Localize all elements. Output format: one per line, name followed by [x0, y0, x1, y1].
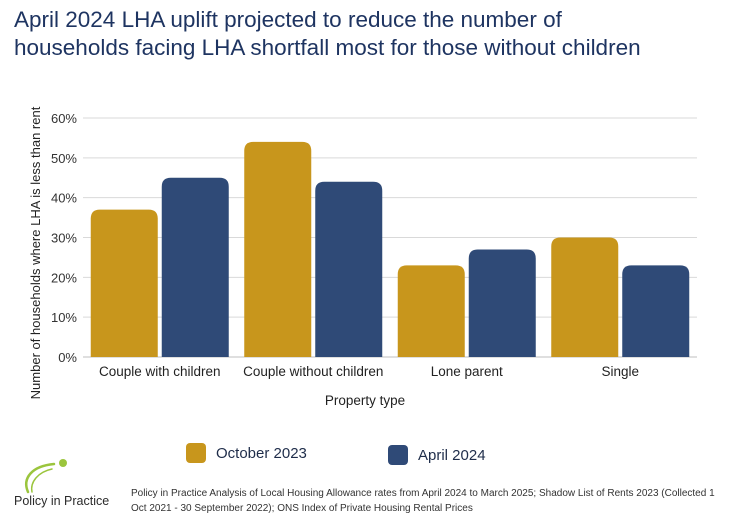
legend-item-october-2023: October 2023 [186, 443, 307, 463]
y-tick-label: 30% [51, 231, 77, 246]
source-note: Policy in Practice Analysis of Local Hou… [131, 488, 715, 514]
legend-item-april-2024: April 2024 [388, 445, 486, 465]
legend-label-april-2024: April 2024 [418, 446, 486, 464]
legend-swatch-october-2023 [186, 443, 206, 463]
legend-label-october-2023: October 2023 [216, 444, 307, 462]
y-tick-label: 20% [51, 270, 77, 285]
bar-april-2024-couple-with-children [161, 177, 229, 357]
y-tick-label: 0% [58, 350, 77, 365]
bar-october-2023-lone-parent [397, 265, 465, 357]
x-tick-label: Lone parent [431, 364, 503, 379]
y-axis-title: Number of households where LHA is less t… [28, 106, 43, 399]
logo-text: Policy in Practice [14, 494, 110, 508]
x-tick-label: Couple with children [99, 364, 221, 379]
bar-october-2023-couple-with-children [90, 209, 158, 357]
bar-october-2023-couple-without-children [244, 141, 312, 357]
y-tick-label: 50% [51, 151, 77, 166]
chart-title-line-1: April 2024 LHA uplift projected to reduc… [14, 7, 562, 32]
bar-april-2024-lone-parent [468, 249, 536, 357]
chart-title: April 2024 LHA uplift projected to reduc… [14, 6, 739, 62]
y-tick-label: 60% [51, 111, 77, 126]
bar-october-2023-single [551, 237, 619, 357]
policy-in-practice-logo: Policy in Practice [14, 456, 124, 516]
chart-title-line-2: households facing LHA shortfall most for… [14, 35, 641, 60]
y-tick-label: 10% [51, 310, 77, 325]
bar-april-2024-couple-without-children [315, 181, 383, 357]
y-tick-label: 40% [51, 191, 77, 206]
logo-swoosh-icon [25, 459, 67, 494]
bar-chart: 0% 10% 20% 30% 40% 50% 60% Couple with children… [28, 106, 697, 408]
x-tick-label: Single [601, 364, 639, 379]
x-tick-label: Couple without children [243, 364, 383, 379]
bar-april-2024-single [622, 265, 690, 357]
x-axis-title: Property type [325, 393, 405, 408]
legend-swatch-april-2024 [388, 445, 408, 465]
